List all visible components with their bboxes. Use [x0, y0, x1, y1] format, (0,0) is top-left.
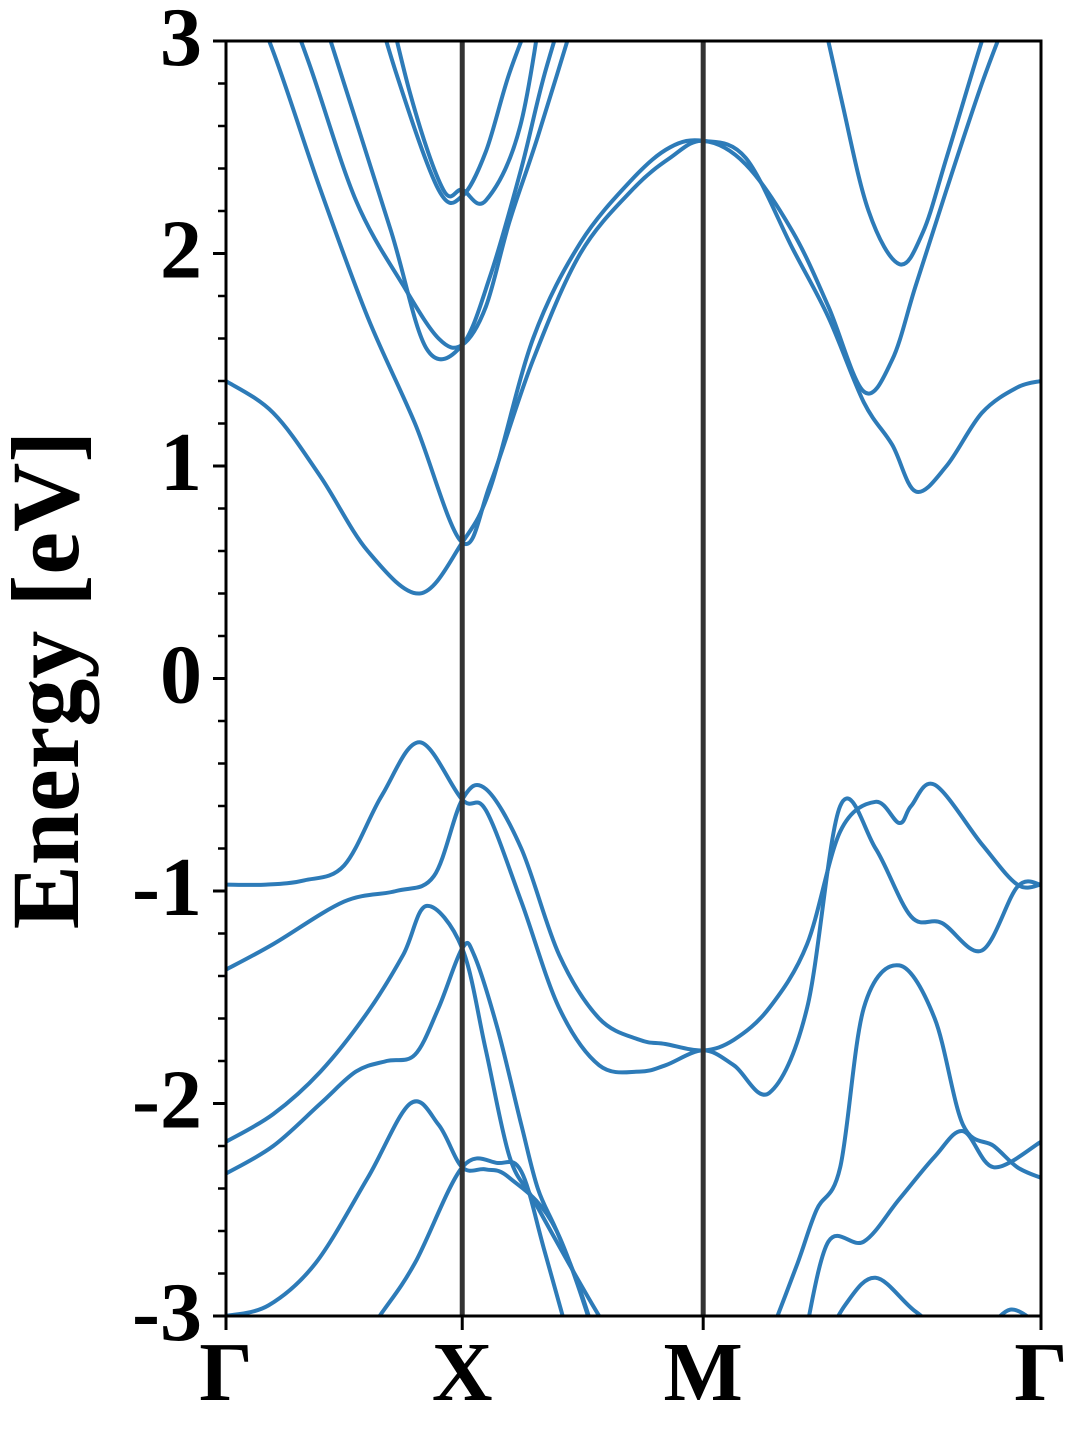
band-line-8 — [807, 1129, 1041, 1316]
band-line-11 — [226, 138, 1041, 596]
y-tick-label: 2 — [160, 204, 202, 297]
y-tick-layer: -3 -2 -1 0 1 2 3 — [132, 0, 226, 1359]
band-line-1 — [226, 740, 1041, 1097]
band-line-14 — [328, 41, 557, 362]
band-line-7 — [775, 963, 1041, 1316]
divider-layer — [459, 41, 706, 1316]
y-tick-label: 0 — [160, 629, 202, 722]
y-tick-label: 1 — [160, 416, 202, 509]
y-tick-label: 3 — [160, 0, 202, 84]
y-tick-label: -3 — [132, 1266, 202, 1359]
x-tick-label: X — [432, 1326, 493, 1419]
x-tick-label: M — [664, 1326, 743, 1419]
band-line-4 — [226, 940, 591, 1316]
band-line-2 — [226, 781, 1041, 1053]
y-tick-label: -1 — [132, 841, 202, 934]
band-line-13 — [298, 41, 570, 350]
band-line-9 — [835, 1275, 925, 1316]
x-tick-label: Γ — [1014, 1326, 1067, 1419]
y-tick-label: -2 — [132, 1054, 202, 1147]
band-line-3 — [226, 903, 602, 1316]
band-line-17 — [826, 41, 985, 267]
series-layer — [226, 41, 1041, 1316]
band-line-15 — [384, 41, 524, 205]
band-line-6 — [377, 1156, 565, 1316]
band-line-10 — [997, 1307, 1031, 1316]
band-line-12 — [267, 41, 1000, 547]
x-tick-label: Γ — [199, 1326, 252, 1419]
y-axis-label: Energy [eV] — [0, 431, 99, 930]
plot-frame — [224, 39, 1043, 1318]
band-line-5 — [226, 1099, 591, 1316]
